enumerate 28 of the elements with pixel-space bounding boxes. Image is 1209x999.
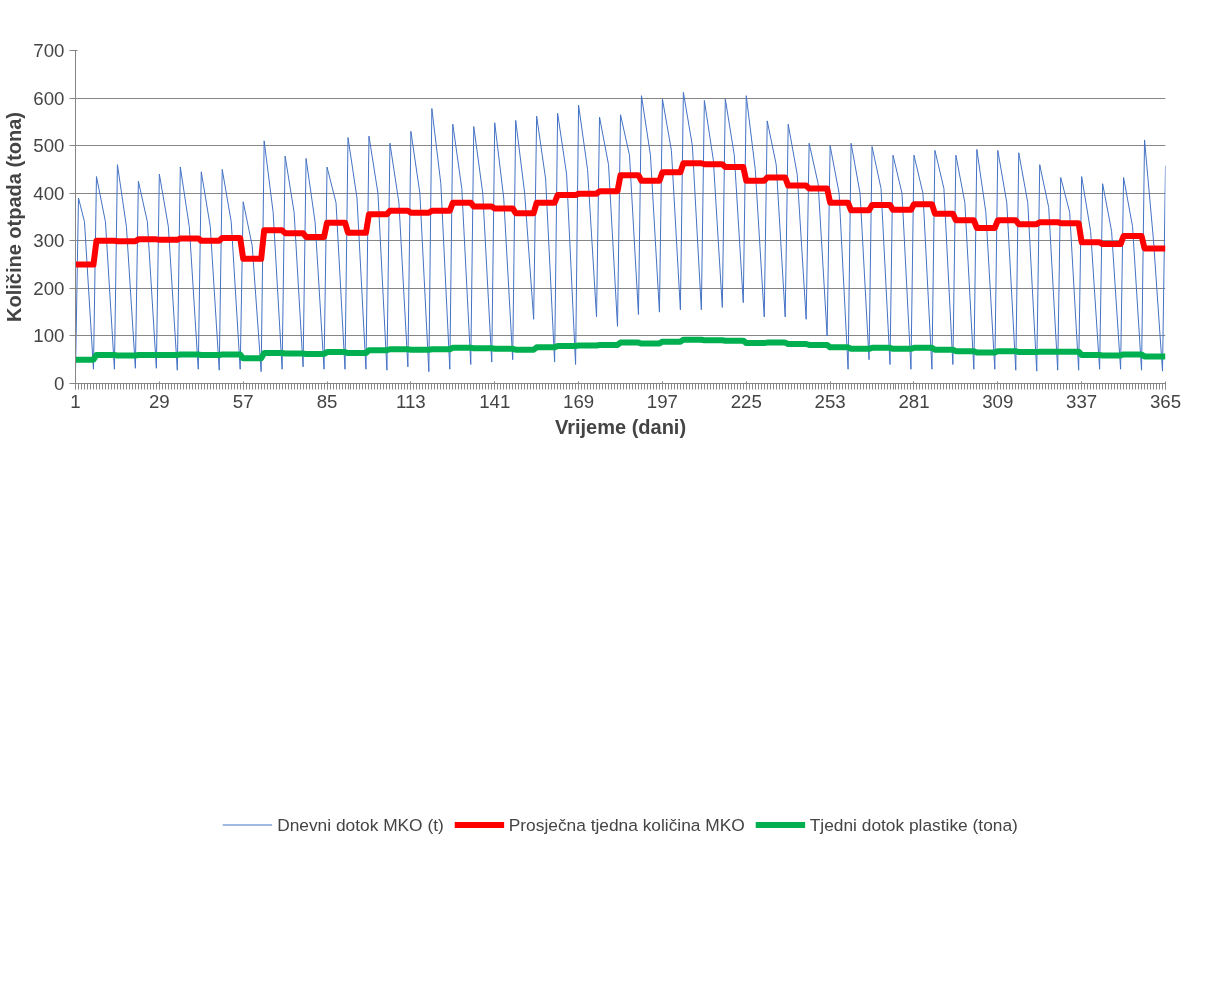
x-tick-label: 225 [730, 390, 762, 412]
line-series [75, 91, 1166, 373]
y-tick-label: 100 [33, 325, 65, 347]
y-tick-label: 400 [33, 182, 65, 204]
x-tick-label: 57 [232, 390, 254, 412]
x-tick-label: 253 [814, 390, 846, 412]
x-tick-label: 365 [1149, 390, 1182, 412]
y-axis-title: Količine otpada (tona) [3, 112, 26, 322]
x-axis-title: Vrijeme (dani) [554, 415, 687, 438]
x-tick-label: 197 [646, 390, 678, 412]
x-tick-label: 337 [1066, 390, 1098, 412]
x-tick-label: 85 [316, 390, 338, 412]
y-tick-label: 700 [33, 40, 65, 61]
x-tick-label: 141 [479, 390, 511, 412]
x-tick-label: 113 [396, 390, 426, 412]
legend-label: Prosječna tjedna količina MKO [508, 814, 745, 836]
y-tick-label: 0 [54, 373, 65, 394]
legend-label: Dnevni dotok MKO (t) [277, 814, 444, 836]
y-tick-label: 500 [33, 135, 65, 157]
x-tick-label: 281 [898, 390, 930, 412]
x-tick-label: 169 [563, 390, 595, 412]
x-tick-label: 1 [70, 390, 81, 412]
y-tick-label: 300 [33, 230, 65, 252]
y-tick-label: 200 [33, 277, 65, 299]
legend-label: Tjedni dotok plastike (tona) [809, 814, 1018, 836]
y-tick-label: 600 [33, 87, 65, 109]
x-tick-label: 29 [148, 390, 170, 412]
x-tick-label: 309 [982, 390, 1014, 412]
